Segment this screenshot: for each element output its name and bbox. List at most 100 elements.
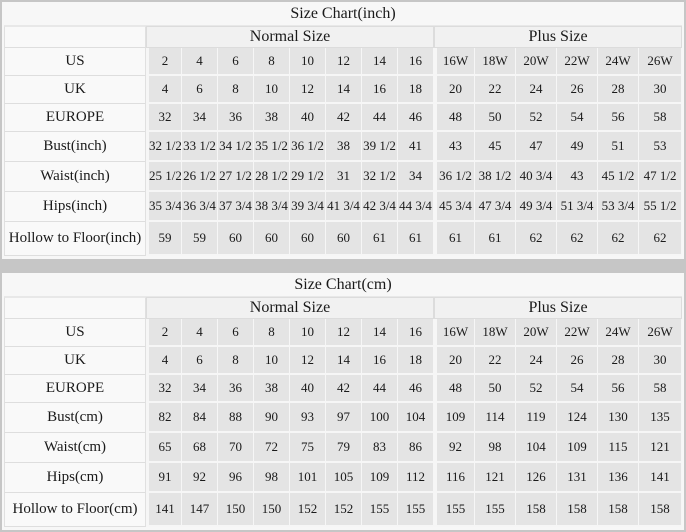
size-value-cell: 28 — [598, 347, 639, 375]
size-value-cell: 16 — [362, 76, 398, 104]
size-value-cell: 50 — [475, 104, 516, 132]
size-value-cell: 34 — [182, 375, 218, 403]
size-value-cell: 34 — [398, 162, 434, 192]
size-value-cell: 6 — [218, 319, 254, 347]
size-value-cell: 27 1/2 — [218, 162, 254, 192]
size-value-cell: 121 — [639, 433, 683, 463]
size-value-cell: 60 — [290, 222, 326, 256]
section-header-plus: Plus Size — [434, 26, 683, 48]
size-chart-inch-table: Size Chart(inch) Normal Size Plus Size U… — [4, 3, 683, 256]
size-value-cell: 41 3/4 — [326, 192, 362, 222]
size-value-cell: 155 — [434, 493, 475, 527]
size-value-cell: 22W — [557, 48, 598, 76]
size-value-cell: 22 — [475, 347, 516, 375]
title-row: Size Chart(cm) — [4, 274, 683, 297]
size-value-cell: 30 — [639, 76, 683, 104]
size-value-cell: 124 — [557, 403, 598, 433]
row-label: Bust(cm) — [4, 403, 146, 433]
size-value-cell: 56 — [598, 104, 639, 132]
size-value-cell: 10 — [254, 347, 290, 375]
size-value-cell: 18 — [398, 76, 434, 104]
size-value-cell: 68 — [182, 433, 218, 463]
size-value-cell: 14 — [326, 76, 362, 104]
size-value-cell: 6 — [182, 347, 218, 375]
section-header-row: Normal Size Plus Size — [4, 26, 683, 48]
size-value-cell: 4 — [146, 76, 182, 104]
size-value-cell: 150 — [254, 493, 290, 527]
size-value-cell: 50 — [475, 375, 516, 403]
row-label: UK — [4, 76, 146, 104]
size-value-cell: 26 — [557, 76, 598, 104]
size-value-cell: 36 — [218, 104, 254, 132]
size-value-cell: 32 1/2 — [362, 162, 398, 192]
size-value-cell: 36 1/2 — [290, 132, 326, 162]
section-header-normal: Normal Size — [146, 26, 434, 48]
table-row: EUROPE 32 34 36 38 40 42 44 46 48 50 52 54 56 58 — [4, 375, 683, 403]
size-value-cell: 35 3/4 — [146, 192, 182, 222]
size-value-cell: 60 — [254, 222, 290, 256]
size-value-cell: 47 3/4 — [475, 192, 516, 222]
size-value-cell: 93 — [290, 403, 326, 433]
size-value-cell: 126 — [516, 463, 557, 493]
size-value-cell: 26 — [557, 347, 598, 375]
size-value-cell: 150 — [218, 493, 254, 527]
size-value-cell: 60 — [218, 222, 254, 256]
size-value-cell: 39 1/2 — [362, 132, 398, 162]
table-row: Bust(cm) 82 84 88 90 93 97 100 104 109 114 119 124 13… — [4, 403, 683, 433]
size-value-cell: 10 — [254, 76, 290, 104]
table-header: Size Chart(inch) Normal Size Plus Size — [4, 3, 683, 48]
size-value-cell: 26 1/2 — [182, 162, 218, 192]
size-value-cell: 59 — [146, 222, 182, 256]
row-label: EUROPE — [4, 375, 146, 403]
row-label: Hips(cm) — [4, 463, 146, 493]
size-value-cell: 2 — [146, 319, 182, 347]
size-value-cell: 45 — [475, 132, 516, 162]
size-value-cell: 158 — [516, 493, 557, 527]
size-value-cell: 8 — [218, 76, 254, 104]
size-value-cell: 84 — [182, 403, 218, 433]
size-value-cell: 12 — [326, 319, 362, 347]
size-value-cell: 51 — [598, 132, 639, 162]
size-value-cell: 91 — [146, 463, 182, 493]
size-value-cell: 119 — [516, 403, 557, 433]
title-row: Size Chart(inch) — [4, 3, 683, 26]
section-header-plus: Plus Size — [434, 297, 683, 319]
size-value-cell: 104 — [398, 403, 434, 433]
size-value-cell: 40 — [290, 104, 326, 132]
table-row: Hollow to Floor(inch) 59 59 60 60 60 60 61 61 61 6… — [4, 222, 683, 256]
size-value-cell: 147 — [182, 493, 218, 527]
size-value-cell: 58 — [639, 104, 683, 132]
size-value-cell: 79 — [326, 433, 362, 463]
size-value-cell: 83 — [362, 433, 398, 463]
size-value-cell: 4 — [182, 319, 218, 347]
size-value-cell: 14 — [362, 319, 398, 347]
table-row: UK 4 6 8 10 12 14 16 18 20 22 24 26 28 30 — [4, 76, 683, 104]
size-value-cell: 47 — [516, 132, 557, 162]
size-value-cell: 30 — [639, 347, 683, 375]
size-value-cell: 42 — [326, 375, 362, 403]
size-value-cell: 43 — [557, 162, 598, 192]
size-value-cell: 88 — [218, 403, 254, 433]
size-value-cell: 52 — [516, 104, 557, 132]
size-value-cell: 54 — [557, 104, 598, 132]
size-value-cell: 121 — [475, 463, 516, 493]
size-value-cell: 96 — [218, 463, 254, 493]
size-value-cell: 43 — [434, 132, 475, 162]
size-chart-cm-table: Size Chart(cm) Normal Size Plus Size US 2… — [4, 274, 683, 527]
size-value-cell: 16 — [398, 48, 434, 76]
size-value-cell: 24W — [598, 48, 639, 76]
size-value-cell: 100 — [362, 403, 398, 433]
size-value-cell: 44 3/4 — [398, 192, 434, 222]
table-row: Waist(inch) 25 1/2 26 1/2 27 1/2 28 1/2 29 1/… — [4, 162, 683, 192]
size-value-cell: 18W — [475, 48, 516, 76]
size-value-cell: 44 — [362, 375, 398, 403]
size-value-cell: 22 — [475, 76, 516, 104]
table-row: Hollow to Floor(cm) 141 147 150 150 152 152 155… — [4, 493, 683, 527]
size-value-cell: 49 3/4 — [516, 192, 557, 222]
size-value-cell: 47 1/2 — [639, 162, 683, 192]
size-value-cell: 36 1/2 — [434, 162, 475, 192]
size-value-cell: 32 — [146, 375, 182, 403]
size-value-cell: 114 — [475, 403, 516, 433]
size-value-cell: 131 — [557, 463, 598, 493]
